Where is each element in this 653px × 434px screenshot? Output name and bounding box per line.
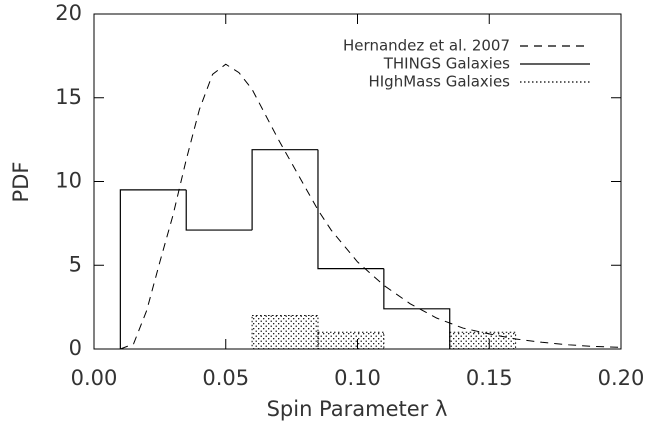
y-tick-label: 0	[69, 336, 82, 360]
legend-label: THINGS Galaxies	[383, 55, 510, 73]
y-tick-label: 10	[55, 169, 82, 193]
histogram-bar	[251, 315, 319, 350]
y-axis-label: PDF	[9, 162, 33, 203]
x-tick-label: 0.10	[334, 366, 381, 390]
curve	[120, 63, 622, 350]
histogram-bar	[317, 331, 385, 350]
legend-label: HIghMass Galaxies	[368, 73, 510, 91]
histogram-bar	[119, 189, 187, 349]
histogram-bar	[317, 149, 384, 270]
histogram-bar	[449, 331, 517, 350]
histogram-bar	[251, 149, 318, 231]
x-tick-label: 0.05	[202, 366, 249, 390]
x-tick-label: 0.15	[466, 366, 513, 390]
x-axis-label: Spin Parameter λ	[267, 397, 448, 421]
histogram-bar	[383, 268, 451, 349]
y-tick-label: 15	[55, 85, 82, 109]
y-tick-label: 5	[69, 252, 82, 276]
x-tick-label: 0.00	[71, 366, 118, 390]
histogram-bar	[185, 189, 253, 231]
legend-label: Hernandez et al. 2007	[343, 37, 510, 55]
x-tick-label: 0.20	[598, 366, 645, 390]
y-tick-label: 20	[55, 1, 82, 25]
